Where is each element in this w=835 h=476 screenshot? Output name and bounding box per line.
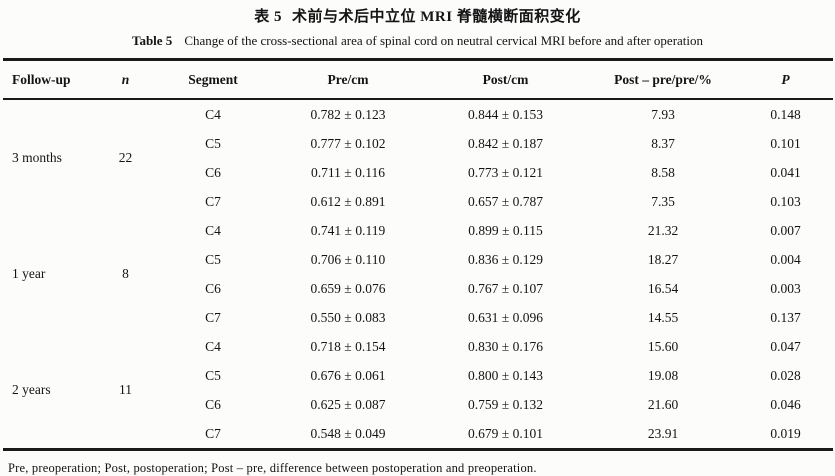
p-cell: 0.103 <box>770 193 801 209</box>
change-cell: 8.37 <box>651 135 675 151</box>
table-footnote: Pre, preoperation; Post, postoperation; … <box>8 461 537 475</box>
change-cell: 16.54 <box>647 280 679 296</box>
pre-cell: 0.741 ± 0.119 <box>310 222 386 238</box>
change-cell: 19.08 <box>647 367 679 383</box>
post-cell: 0.836 ± 0.129 <box>468 251 543 267</box>
change-cell: 23.91 <box>647 425 679 441</box>
p-cell: 0.101 <box>770 135 801 151</box>
col-header-post: Post/cm <box>423 59 588 100</box>
table-row: C7 0.548 ± 0.049 0.679 ± 0.101 23.91 0.0… <box>3 419 833 450</box>
n-cell: 11 <box>119 382 132 397</box>
post-cell: 0.657 ± 0.787 <box>468 193 543 209</box>
post-cell: 0.899 ± 0.115 <box>468 222 543 238</box>
p-cell: 0.007 <box>770 222 801 238</box>
col-header-change: Post – pre/pre/% <box>588 59 738 100</box>
segment-cell: C5 <box>205 251 221 267</box>
pre-cell: 0.777 ± 0.102 <box>310 135 386 151</box>
change-cell: 21.32 <box>647 222 679 238</box>
p-cell: 0.004 <box>770 251 801 267</box>
col-header-pre: Pre/cm <box>273 59 423 100</box>
col-header-p: P <box>738 59 833 100</box>
table-row: C5 0.777 ± 0.102 0.842 ± 0.187 8.37 0.10… <box>3 129 833 158</box>
segment-cell: C5 <box>205 135 221 151</box>
follow-up-cell: 1 year <box>12 266 46 281</box>
col-header-follow-up: Follow-up <box>3 59 98 100</box>
pre-cell: 0.659 ± 0.076 <box>310 280 386 296</box>
post-cell: 0.844 ± 0.153 <box>468 106 543 122</box>
table-row: C5 0.676 ± 0.061 0.800 ± 0.143 19.08 0.0… <box>3 361 833 390</box>
pre-cell: 0.550 ± 0.083 <box>310 309 386 325</box>
post-cell: 0.767 ± 0.107 <box>468 280 543 296</box>
table-header: Follow-up n Segment Pre/cm Post/cm Post … <box>3 59 833 100</box>
p-cell: 0.137 <box>770 309 801 325</box>
follow-up-cell: 3 months <box>12 150 62 165</box>
post-cell: 0.679 ± 0.101 <box>468 425 543 441</box>
table-row: C7 0.612 ± 0.891 0.657 ± 0.787 7.35 0.10… <box>3 187 833 216</box>
segment-cell: C6 <box>205 396 221 412</box>
table-title-english-text: Change of the cross-sectional area of sp… <box>184 33 704 48</box>
change-cell: 7.93 <box>651 106 675 122</box>
pre-cell: 0.625 ± 0.087 <box>310 396 386 412</box>
segment-cell: C5 <box>205 367 221 383</box>
p-cell: 0.019 <box>770 425 801 441</box>
post-cell: 0.830 ± 0.176 <box>468 338 543 354</box>
p-cell: 0.041 <box>770 164 801 180</box>
post-cell: 0.759 ± 0.132 <box>468 396 543 412</box>
table-row: C6 0.625 ± 0.087 0.759 ± 0.132 21.60 0.0… <box>3 390 833 419</box>
change-cell: 15.60 <box>647 338 679 354</box>
n-cell: 22 <box>118 150 133 165</box>
p-cell: 0.148 <box>770 106 801 122</box>
segment-cell: C7 <box>205 193 221 209</box>
pre-cell: 0.706 ± 0.110 <box>310 251 386 267</box>
segment-cell: C4 <box>205 222 221 238</box>
segment-cell: C4 <box>205 106 221 122</box>
table-row: C5 0.706 ± 0.110 0.836 ± 0.129 18.27 0.0… <box>3 245 833 274</box>
segment-cell: C4 <box>205 338 221 354</box>
p-cell: 0.046 <box>770 396 801 412</box>
table-row: 2 years 11 C4 0.718 ± 0.154 0.830 ± 0.17… <box>3 332 833 398</box>
table-row: C6 0.711 ± 0.116 0.773 ± 0.121 8.58 0.04… <box>3 158 833 187</box>
table-number-english: Table 5 <box>131 33 173 48</box>
pre-cell: 0.711 ± 0.116 <box>311 164 385 180</box>
header-row: Follow-up n Segment Pre/cm Post/cm Post … <box>3 59 833 100</box>
segment-cell: C7 <box>205 425 221 441</box>
table-row: 1 year 8 C4 0.741 ± 0.119 0.899 ± 0.115 … <box>3 216 833 282</box>
table-body: 3 months 22 C4 0.782 ± 0.123 0.844 ± 0.1… <box>3 99 833 450</box>
p-cell: 0.003 <box>770 280 801 296</box>
change-cell: 21.60 <box>647 396 679 412</box>
change-cell: 18.27 <box>647 251 679 267</box>
n-cell: 8 <box>122 266 129 281</box>
data-table: Follow-up n Segment Pre/cm Post/cm Post … <box>3 58 833 451</box>
post-cell: 0.842 ± 0.187 <box>468 135 543 151</box>
table-row: C7 0.550 ± 0.083 0.631 ± 0.096 14.55 0.1… <box>3 303 833 332</box>
table-title-english: Table 5 Change of the cross-sectional are… <box>0 33 835 49</box>
change-cell: 7.35 <box>651 193 675 209</box>
post-cell: 0.800 ± 0.143 <box>468 367 543 383</box>
segment-cell: C6 <box>205 164 221 180</box>
post-cell: 0.631 ± 0.096 <box>468 309 543 325</box>
table-row: 3 months 22 C4 0.782 ± 0.123 0.844 ± 0.1… <box>3 99 833 166</box>
col-header-segment: Segment <box>153 59 273 100</box>
follow-up-cell: 2 years <box>12 382 51 397</box>
col-header-n: n <box>98 59 153 100</box>
table-number-chinese: 表 5 <box>254 9 282 25</box>
segment-cell: C7 <box>205 309 221 325</box>
table-title-chinese: 表 5 术前与术后中立位 MRI 脊髓横断面积变化 <box>0 0 835 26</box>
pre-cell: 0.676 ± 0.061 <box>310 367 386 383</box>
pre-cell: 0.548 ± 0.049 <box>310 425 386 441</box>
pre-cell: 0.612 ± 0.891 <box>310 193 386 209</box>
change-cell: 8.58 <box>651 164 675 180</box>
pre-cell: 0.718 ± 0.154 <box>310 338 386 354</box>
segment-cell: C6 <box>205 280 221 296</box>
pre-cell: 0.782 ± 0.123 <box>310 106 386 122</box>
p-cell: 0.028 <box>770 367 801 383</box>
table-row: C6 0.659 ± 0.076 0.767 ± 0.107 16.54 0.0… <box>3 274 833 303</box>
change-cell: 14.55 <box>647 309 679 325</box>
post-cell: 0.773 ± 0.121 <box>468 164 543 180</box>
p-cell: 0.047 <box>770 338 801 354</box>
table-title-chinese-text: 术前与术后中立位 MRI 脊髓横断面积变化 <box>291 9 581 25</box>
